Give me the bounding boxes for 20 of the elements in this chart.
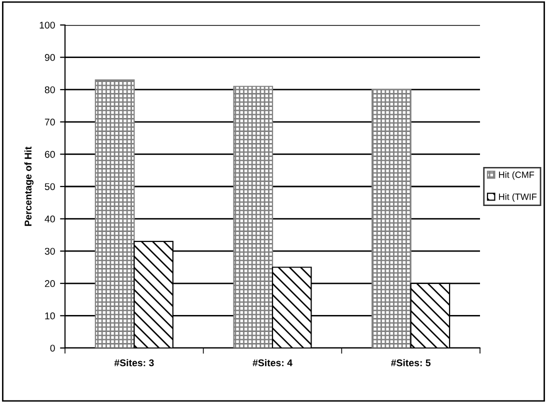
- bar: [372, 89, 412, 348]
- bar: [233, 86, 274, 348]
- y-tick-label: 70: [44, 118, 55, 126]
- legend-label: Hit (TWIF: [499, 193, 537, 202]
- y-axis-title: Percentage of Hit: [24, 146, 34, 226]
- y-tick-label: 90: [44, 54, 55, 61]
- y-tick-label: 0: [50, 344, 55, 352]
- y-tick-label: 10: [45, 312, 55, 320]
- x-tick-label: #Sites: 4: [252, 359, 292, 366]
- y-tick-label: 50: [44, 183, 55, 190]
- y-tick-label: 60: [44, 150, 55, 158]
- x-tick-label: #Sites: 3: [114, 359, 154, 366]
- y-tick-label: 40: [44, 216, 55, 222]
- y-tick-label: 80: [44, 86, 55, 94]
- y-tick-label: 100: [40, 22, 55, 29]
- y-tick-label: 20: [44, 280, 55, 288]
- legend-label: Hit (CMF: [499, 171, 534, 180]
- x-tick-label: #Sites: 5: [391, 359, 431, 366]
- bar: [94, 79, 135, 348]
- y-tick-label: 30: [44, 248, 55, 255]
